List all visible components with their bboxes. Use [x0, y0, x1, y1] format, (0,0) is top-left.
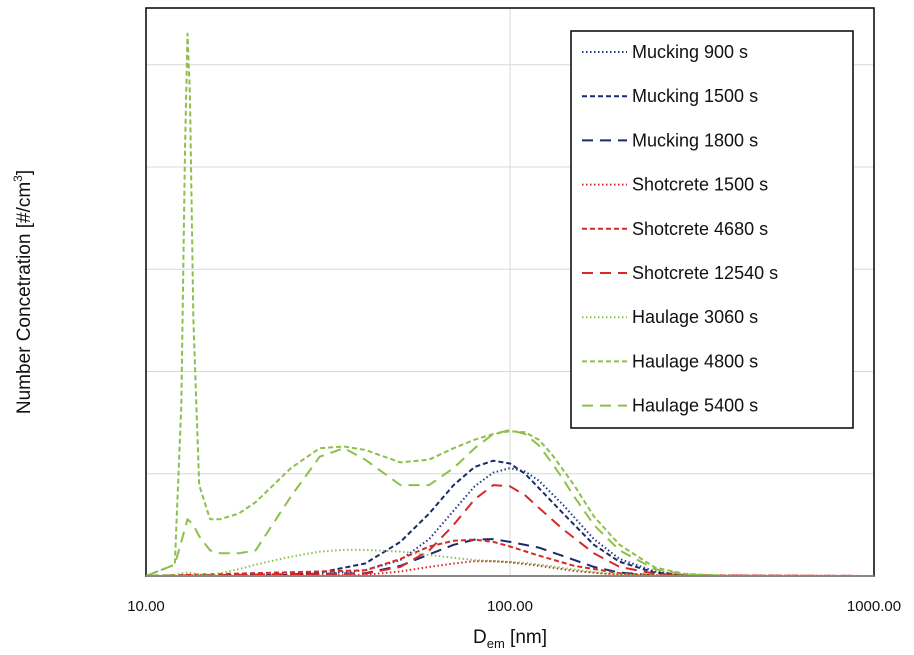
series-line-4: [145, 560, 875, 577]
series-line-7: [145, 548, 874, 577]
series-line-2: [145, 459, 874, 577]
legend-label: Mucking 1800 s: [632, 130, 758, 150]
x-tick-labels: 10.00 100.00 1000.00: [127, 598, 901, 615]
x-tick-label: 1000.00: [847, 598, 901, 615]
legend-label: Shotcrete 1500 s: [632, 175, 768, 195]
x-tick-label: 100.00: [487, 598, 533, 615]
series-line-6: [145, 484, 875, 577]
legend-label: Mucking 1500 s: [632, 86, 758, 106]
series-line-9: [145, 429, 874, 577]
legend-label: Haulage 5400 s: [632, 396, 758, 416]
y-axis-title: Number Concetration [#/cm3]: [11, 170, 35, 414]
grid: [146, 8, 874, 576]
legend-label: Shotcrete 4680 s: [632, 219, 768, 239]
legend-label: Shotcrete 12540 s: [632, 263, 778, 283]
legend-label: Haulage 4800 s: [632, 351, 758, 371]
legend-label: Haulage 3060 s: [632, 307, 758, 327]
series-line-5: [145, 538, 875, 577]
legend-label: Mucking 900 s: [632, 42, 748, 62]
legend: Mucking 900 s Mucking 1500 s Mucking 1800 …: [570, 30, 854, 429]
x-axis-title: Dem [nm]: [473, 627, 547, 651]
series-group: [145, 32, 875, 577]
series-line-8: [145, 32, 874, 577]
x-tick-label: 10.00: [127, 598, 165, 615]
